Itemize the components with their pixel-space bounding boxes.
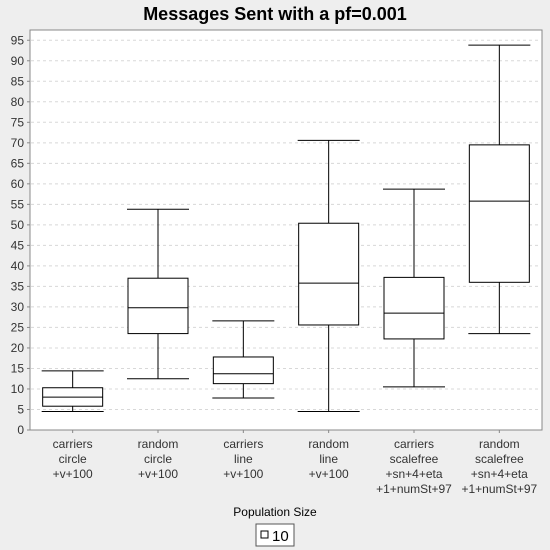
y-tick-label: 40 (11, 259, 25, 273)
category-label-line: carriers (53, 437, 93, 451)
chart-title: Messages Sent with a pf=0.001 (143, 4, 407, 24)
legend: 10 (255, 523, 295, 547)
y-axis: 0 5 10 15 20 25 30 35 40 45 50 55 60 65 70 75 80 85 90 95 (11, 33, 30, 437)
category-label-line: line (319, 452, 338, 466)
box-4 (297, 139, 360, 413)
category-label: random line +v+100 (308, 437, 349, 481)
box-3 (212, 320, 275, 399)
category-label-line: random (308, 437, 349, 451)
y-tick-label: 10 (11, 382, 25, 396)
y-tick-label: 90 (11, 54, 25, 68)
box-1 (41, 370, 104, 413)
category-label: carriers line +v+100 (223, 437, 263, 481)
box-6 (468, 44, 531, 335)
y-tick-label: 25 (11, 320, 25, 334)
box-5 (383, 188, 445, 388)
y-tick-label: 55 (11, 197, 25, 211)
y-tick-label: 15 (11, 361, 25, 375)
category-label-line: random (138, 437, 179, 451)
legend-box (255, 523, 295, 547)
category-label-line: circle (144, 452, 172, 466)
iqr-box (468, 144, 530, 283)
category-label-line: +v+100 (53, 467, 93, 481)
category-label-line: +v+100 (309, 467, 349, 481)
category-label-line: +1+numSt+97 (376, 482, 452, 496)
category-label: carriers circle +v+100 (53, 437, 93, 481)
category-label-line: +sn+4+eta (471, 467, 528, 481)
category-label-line: +1+numSt+97 (461, 482, 537, 496)
iqr-box (212, 356, 274, 385)
category-label-line: carriers (223, 437, 263, 451)
y-tick-label: 20 (11, 341, 25, 355)
y-tick-label: 0 (17, 423, 24, 437)
boxes-layer (41, 44, 531, 413)
y-tick-label: 95 (11, 33, 25, 47)
category-label-line: +sn+4+eta (385, 467, 442, 481)
y-tick-label: 50 (11, 218, 25, 232)
plot-area (29, 29, 543, 431)
category-label-line: circle (59, 452, 87, 466)
legend-entry-label: 10 (272, 528, 289, 545)
category-label: random circle +v+100 (138, 437, 179, 481)
category-label-line: scalefree (390, 452, 439, 466)
category-label-line: carriers (394, 437, 434, 451)
y-tick-label: 65 (11, 156, 25, 170)
y-tick-label: 85 (11, 74, 25, 88)
y-tick-label: 70 (11, 136, 25, 150)
legend-title: Population Size (233, 505, 317, 519)
y-tick-label: 5 (17, 402, 24, 416)
category-label: carriers scalefree +sn+4+eta +1+numSt+97 (376, 437, 452, 496)
y-tick-label: 30 (11, 300, 25, 314)
category-label-line: scalefree (475, 452, 524, 466)
iqr-box (127, 277, 189, 335)
y-tick-label: 80 (11, 95, 25, 109)
y-tick-label: 60 (11, 177, 25, 191)
category-label-line: +v+100 (223, 467, 263, 481)
y-tick-label: 35 (11, 279, 25, 293)
y-tick-label: 75 (11, 115, 25, 129)
category-label-line: +v+100 (138, 467, 178, 481)
category-label-line: random (479, 437, 520, 451)
iqr-box (298, 222, 360, 326)
y-tick-label: 45 (11, 238, 25, 252)
box-2 (127, 208, 189, 380)
iqr-box (383, 276, 445, 340)
category-label-line: line (234, 452, 253, 466)
category-label: random scalefree +sn+4+eta +1+numSt+97 (461, 437, 537, 496)
legend-swatch (260, 530, 269, 539)
grid-layer (31, 39, 541, 410)
